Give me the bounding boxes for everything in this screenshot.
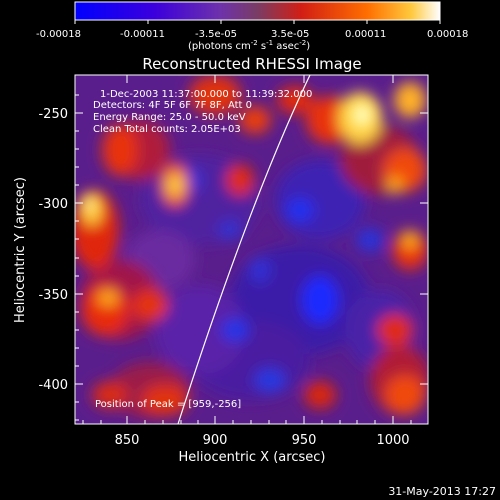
time-range-text: 1-Dec-2003 11:37:00.000 to 11:39:32.000: [100, 89, 312, 100]
colorbar-tick-label: -0.00018: [36, 29, 81, 40]
rhessi-image: 1-Dec-2003 11:37:00.000 to 11:39:32.000 …: [75, 75, 428, 424]
colorbar-tick-label: -0.00011: [120, 29, 165, 40]
detectors-text: Detectors: 4F 5F 6F 7F 8F, Att 0: [93, 100, 252, 111]
colorbar-tick-label: 0.00018: [427, 29, 468, 40]
y-axis-label: Heliocentric Y (arcsec): [13, 177, 28, 323]
colorbar-units: (photons cm-2 s-1 asec-2): [188, 39, 310, 52]
clean-counts-text: Clean Total counts: 2.05E+03: [93, 124, 241, 135]
colorbar-ticks: [74, 20, 441, 24]
energy-range-text: Energy Range: 25.0 - 50.0 keV: [93, 112, 246, 123]
y-tick-label: -250: [38, 107, 68, 122]
footer-timestamp: 31-May-2013 17:27: [388, 485, 496, 498]
x-tick-label: 950: [292, 433, 317, 448]
y-axis-ticks: [75, 94, 428, 421]
colorbar: -0.00018 -0.00011 -3.5e-05 3.5e-05 0.000…: [36, 1, 468, 52]
colorbar-gradient: [74, 1, 441, 21]
x-tick-label: 1000: [376, 433, 409, 448]
x-tick-label: 900: [203, 433, 228, 448]
x-tick-label: 850: [115, 433, 140, 448]
y-tick-label: -350: [38, 288, 68, 303]
plot-title: Reconstructed RHESSI Image: [142, 55, 361, 73]
colorbar-tick-label: 3.5e-05: [271, 29, 309, 40]
x-axis-label: Heliocentric X (arcsec): [179, 450, 326, 465]
colorbar-tick-label: -3.5e-05: [195, 29, 237, 40]
y-tick-label: -400: [38, 378, 68, 393]
y-tick-label: -300: [38, 197, 68, 212]
x-axis-ticks: [82, 75, 412, 424]
solar-limb: [177, 75, 311, 424]
colorbar-tick-label: 0.00011: [345, 29, 386, 40]
peak-position-text: Position of Peak = [959,-256]: [95, 399, 241, 410]
